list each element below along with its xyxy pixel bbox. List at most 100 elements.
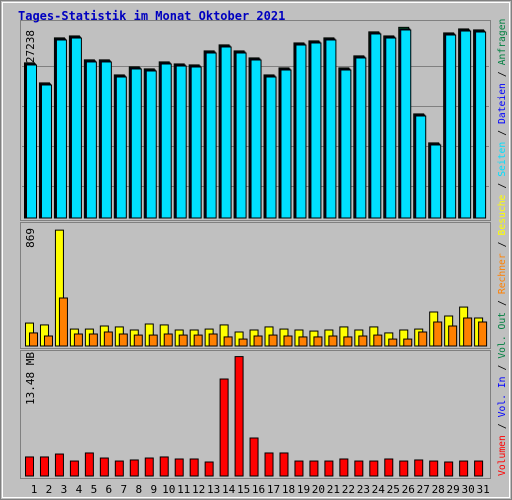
bar [253, 335, 263, 347]
bar [268, 334, 278, 347]
x-tick-label: 30 [462, 483, 475, 496]
bar [339, 458, 349, 477]
x-tick-label: 13 [207, 483, 220, 496]
bar [25, 456, 34, 477]
x-tick-label: 17 [267, 483, 280, 496]
bar [384, 458, 394, 477]
y-tick-label: 869 [24, 228, 37, 248]
bar [475, 31, 487, 219]
bar [43, 335, 53, 347]
bar [403, 338, 413, 347]
bar [279, 452, 289, 477]
bar [219, 378, 229, 477]
bar [385, 37, 397, 219]
bar [205, 52, 217, 219]
y-tick-label: 27238 [24, 30, 37, 63]
bar [430, 144, 442, 219]
legend-entry: Vol. In [497, 377, 508, 418]
legend-entry: Vol. Out [497, 312, 508, 359]
legend-separator: / [497, 365, 508, 371]
bar [459, 460, 469, 477]
bar [250, 59, 262, 219]
bar [325, 39, 337, 219]
bar [448, 325, 458, 347]
bar [130, 68, 142, 219]
bar [474, 460, 484, 477]
bar [265, 76, 277, 219]
bar [133, 334, 143, 347]
legend-separator: / [497, 300, 508, 306]
x-tick-label: 28 [432, 483, 445, 496]
bar [343, 336, 353, 347]
bar [310, 42, 322, 219]
x-tick-label: 6 [106, 483, 113, 496]
bar [328, 335, 338, 347]
bar [26, 64, 37, 219]
bar [295, 44, 307, 219]
x-tick-label: 9 [150, 483, 157, 496]
bar [85, 61, 97, 219]
bar [70, 37, 82, 219]
bar [418, 331, 428, 347]
x-tick-label: 7 [121, 483, 128, 496]
panel [20, 222, 491, 349]
x-tick-label: 5 [91, 483, 98, 496]
legend-entry: Anfragen [497, 19, 508, 66]
bar [174, 458, 184, 477]
bar [159, 456, 169, 477]
x-tick-label: 24 [372, 483, 386, 496]
x-tick-label: 31 [476, 483, 489, 496]
bar [189, 458, 199, 477]
bar [388, 338, 398, 347]
legend-entry: Volumen [497, 435, 508, 476]
bar [370, 33, 382, 219]
bar [163, 333, 173, 347]
bar [100, 61, 112, 219]
bar [144, 457, 154, 477]
legend-entry: Seiten [497, 142, 508, 177]
bar [445, 34, 457, 219]
bar [175, 65, 187, 219]
bar [358, 335, 368, 347]
x-tick-label: 11 [177, 483, 190, 496]
bar [313, 336, 323, 347]
bar [103, 331, 113, 347]
bar [114, 460, 124, 477]
x-tick-label: 16 [252, 483, 265, 496]
bar [39, 456, 49, 477]
panels [20, 20, 491, 479]
x-tick-label: 20 [312, 483, 325, 496]
legend: Volumen / Vol. In / Vol. Out / Rechner / Besuche… [497, 19, 508, 476]
bar [208, 333, 218, 347]
bar [58, 297, 68, 347]
x-tick-label: 19 [297, 483, 310, 496]
bar [115, 76, 127, 219]
x-tick-label: 23 [357, 483, 370, 496]
bar [193, 334, 203, 347]
x-tick-label: 25 [387, 483, 400, 496]
bar [414, 459, 424, 477]
bar [340, 69, 352, 219]
x-tick-label: 18 [282, 483, 295, 496]
bar [223, 336, 233, 347]
bar [88, 333, 98, 347]
y-tick-label: 13.48 MB [24, 352, 37, 405]
legend-entry: Rechner [497, 253, 508, 294]
bar [129, 459, 139, 477]
chart-title: Tages-Statistik im Monat Oktober 2021 [18, 9, 285, 23]
bar [29, 332, 38, 347]
bar [354, 460, 364, 477]
bar [118, 333, 128, 347]
bar [69, 460, 79, 477]
bar [178, 334, 188, 347]
legend-entry: Dateien [497, 83, 508, 124]
bar [369, 460, 379, 477]
x-tick-label: 8 [135, 483, 142, 496]
bar [238, 338, 248, 347]
bar [148, 334, 158, 347]
bar [478, 321, 488, 347]
legend-separator: / [497, 130, 508, 136]
bar [160, 63, 172, 219]
